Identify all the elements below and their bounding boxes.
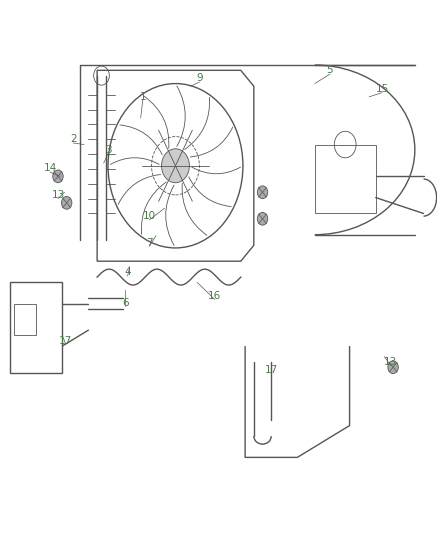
Text: 2: 2	[70, 134, 77, 144]
Circle shape	[388, 361, 398, 374]
Text: 3: 3	[105, 145, 111, 155]
Text: 7: 7	[146, 238, 153, 248]
Circle shape	[257, 186, 268, 199]
Text: 17: 17	[59, 336, 72, 346]
Text: 6: 6	[122, 297, 129, 308]
Text: 13: 13	[51, 190, 64, 200]
Text: 4: 4	[124, 267, 131, 277]
Text: 14: 14	[43, 164, 57, 173]
Text: 5: 5	[327, 66, 333, 75]
Circle shape	[53, 170, 63, 183]
Circle shape	[257, 213, 268, 225]
Text: 13: 13	[384, 357, 398, 367]
Text: 1: 1	[140, 92, 146, 102]
Circle shape	[61, 197, 72, 209]
Circle shape	[162, 149, 189, 183]
Text: 15: 15	[375, 84, 389, 94]
Text: 17: 17	[265, 365, 278, 375]
Text: 16: 16	[208, 290, 221, 301]
Text: 9: 9	[196, 73, 203, 83]
Text: 10: 10	[143, 211, 156, 221]
